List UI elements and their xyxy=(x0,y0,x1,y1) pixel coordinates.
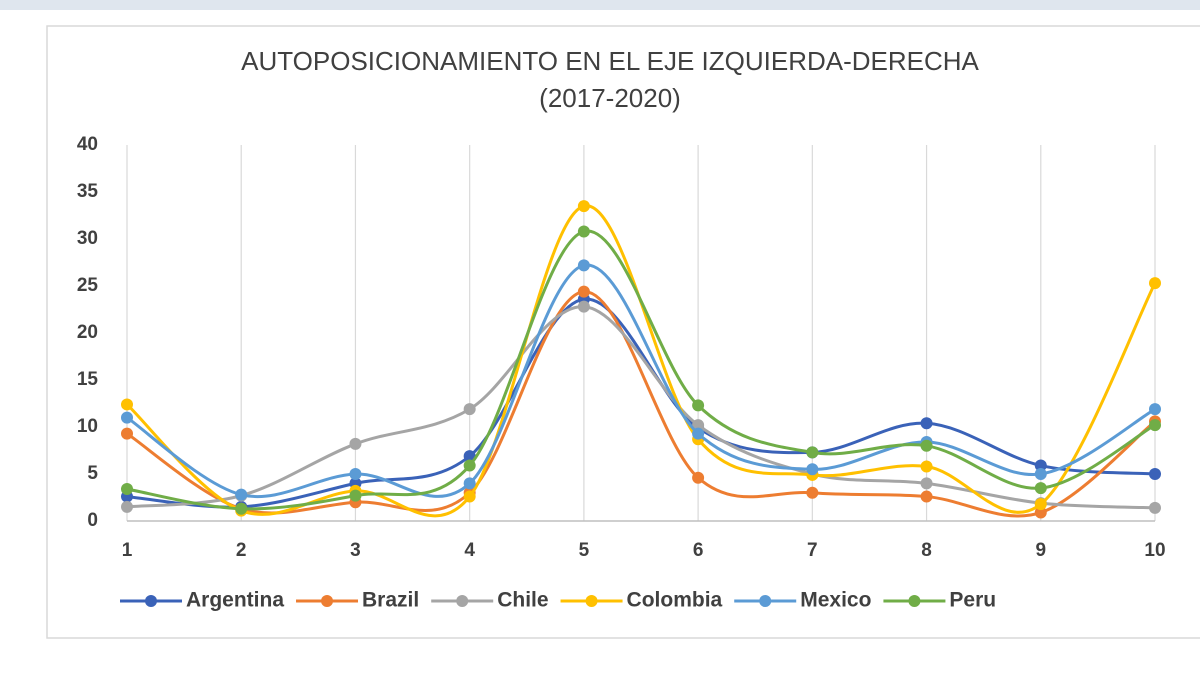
legend-marker xyxy=(908,595,921,607)
point xyxy=(463,459,476,472)
point xyxy=(577,285,590,298)
x-tick-label: 1 xyxy=(122,540,133,561)
y-tick-label: 5 xyxy=(87,463,98,484)
y-tick-label: 30 xyxy=(77,228,98,249)
point xyxy=(349,489,362,502)
point xyxy=(692,471,705,484)
legend-label: Argentina xyxy=(186,589,284,612)
point xyxy=(463,403,476,416)
point xyxy=(1149,277,1161,290)
x-tick-label: 3 xyxy=(350,540,361,561)
top-strip xyxy=(0,0,1200,10)
y-tick-label: 10 xyxy=(77,416,98,437)
point xyxy=(349,468,362,480)
x-tick-label: 2 xyxy=(236,540,247,561)
point xyxy=(1034,498,1047,511)
legend-label: Chile xyxy=(497,589,548,612)
point xyxy=(1149,501,1161,514)
legend-marker xyxy=(585,595,598,607)
legend-marker xyxy=(759,595,772,607)
x-tick-label: 7 xyxy=(807,540,818,561)
legend-label: Peru xyxy=(949,589,996,612)
point xyxy=(349,437,362,450)
y-tick-label: 15 xyxy=(77,369,99,390)
point xyxy=(1034,482,1047,495)
y-tick-label: 35 xyxy=(77,181,99,202)
point xyxy=(577,259,590,272)
point xyxy=(235,488,248,501)
point xyxy=(1149,468,1161,480)
point xyxy=(1034,459,1047,472)
x-tick-label: 6 xyxy=(693,540,704,561)
point xyxy=(121,427,133,440)
legend-label: Mexico xyxy=(800,589,871,612)
y-tick-label: 20 xyxy=(77,322,98,343)
legend-label: Colombia xyxy=(627,589,723,612)
point xyxy=(1034,506,1047,519)
series-line xyxy=(126,290,1156,518)
series-line xyxy=(126,305,1156,510)
series-line xyxy=(126,297,1156,509)
point xyxy=(121,500,133,513)
point xyxy=(463,450,476,463)
legend-marker xyxy=(145,595,157,607)
x-tick-label: 4 xyxy=(464,540,475,561)
point xyxy=(806,486,819,499)
x-tick-label: 8 xyxy=(921,540,932,561)
point xyxy=(806,463,819,476)
x-tick-label: 10 xyxy=(1144,540,1165,561)
series-line xyxy=(126,263,1156,499)
point xyxy=(235,502,248,515)
point xyxy=(121,398,133,411)
series-line xyxy=(125,204,1157,518)
point xyxy=(463,490,476,503)
chart-subtitle: (2017-2020) xyxy=(539,83,681,113)
point xyxy=(577,300,590,313)
series-line xyxy=(126,229,1156,511)
y-tick-label: 0 xyxy=(87,510,98,531)
point xyxy=(920,417,933,430)
point xyxy=(1149,419,1161,432)
point xyxy=(920,460,933,473)
legend-marker xyxy=(456,595,469,607)
point xyxy=(121,411,133,424)
y-tick-label: 40 xyxy=(77,134,98,155)
point xyxy=(920,477,933,490)
point xyxy=(463,477,476,490)
point xyxy=(692,419,705,432)
point xyxy=(806,446,819,459)
point xyxy=(692,399,705,412)
point xyxy=(577,225,590,238)
point xyxy=(1149,403,1161,416)
legend-label: Brazil xyxy=(362,589,419,612)
x-tick-label: 5 xyxy=(579,540,590,561)
y-tick-label: 25 xyxy=(77,275,99,296)
chart-title: AUTOPOSICIONAMIENTO EN EL EJE IZQUIERDA-… xyxy=(241,46,979,76)
legend-marker xyxy=(321,595,334,607)
point xyxy=(121,483,133,496)
point xyxy=(1034,468,1047,480)
point xyxy=(692,427,705,440)
point xyxy=(920,439,933,452)
x-tick-label: 9 xyxy=(1035,540,1046,561)
point xyxy=(577,200,590,213)
point xyxy=(920,490,933,503)
